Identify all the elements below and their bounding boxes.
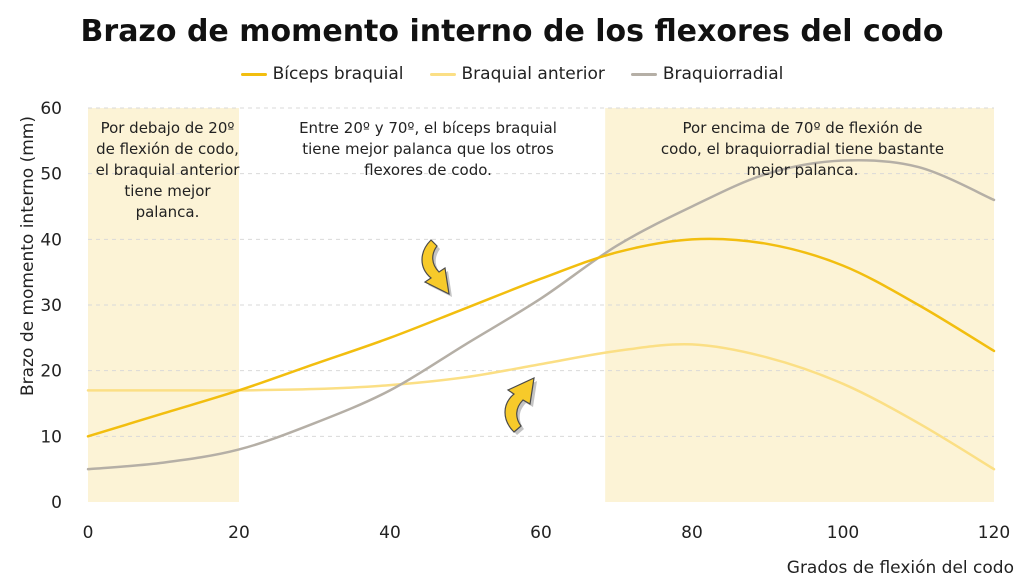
y-axis-label: Brazo de momento interno (mm) — [18, 116, 38, 396]
y-tick-label: 10 — [40, 427, 62, 447]
x-axis-label: Grados de flexión del codo — [786, 558, 1014, 578]
legend-item-biceps: Bíceps braquial — [240, 64, 404, 84]
x-tick-label: 100 — [827, 523, 859, 543]
legend-swatch-braquial — [429, 72, 456, 76]
legend-label-biceps: Bíceps braquial — [272, 64, 404, 84]
curved-arrow-up-icon — [504, 376, 537, 435]
chart-title: Brazo de momento interno de los flexores… — [80, 14, 944, 49]
legend-label-braquial: Braquial anterior — [461, 64, 605, 84]
legend-label-braquiorradial: Braquiorradial — [662, 64, 784, 84]
y-tick-label: 60 — [40, 99, 62, 119]
legend-swatch-biceps — [240, 72, 267, 76]
x-tick-label: 60 — [530, 523, 552, 543]
y-tick-label: 20 — [40, 362, 62, 382]
x-tick-label: 0 — [83, 523, 94, 543]
series-line-0 — [86, 237, 996, 438]
x-tick-label: 20 — [228, 523, 250, 543]
x-tick-label: 120 — [978, 523, 1010, 543]
x-tick-label: 80 — [681, 523, 703, 543]
y-tick-label: 50 — [40, 165, 62, 185]
annotation-middle: Entre 20º y 70º, el bíceps braquial tien… — [299, 119, 557, 179]
series-line-2 — [86, 158, 996, 471]
curved-arrow-down-icon — [421, 239, 452, 297]
legend: Bíceps braquial Braquial anterior Braqui… — [0, 64, 1024, 84]
y-tick-label: 0 — [51, 493, 62, 513]
legend-item-braquiorradial: Braquiorradial — [630, 64, 784, 84]
y-tick-label: 40 — [40, 230, 62, 250]
annotation-right: Por encima de 70º de flexión de codo, el… — [660, 119, 945, 179]
legend-item-braquial: Braquial anterior — [429, 64, 605, 84]
y-tick-label: 30 — [40, 296, 62, 316]
legend-swatch-braquiorradial — [630, 72, 657, 76]
x-tick-label: 40 — [379, 523, 401, 543]
annotation-left: Por debajo de 20º de flexión de codo, el… — [95, 119, 240, 221]
